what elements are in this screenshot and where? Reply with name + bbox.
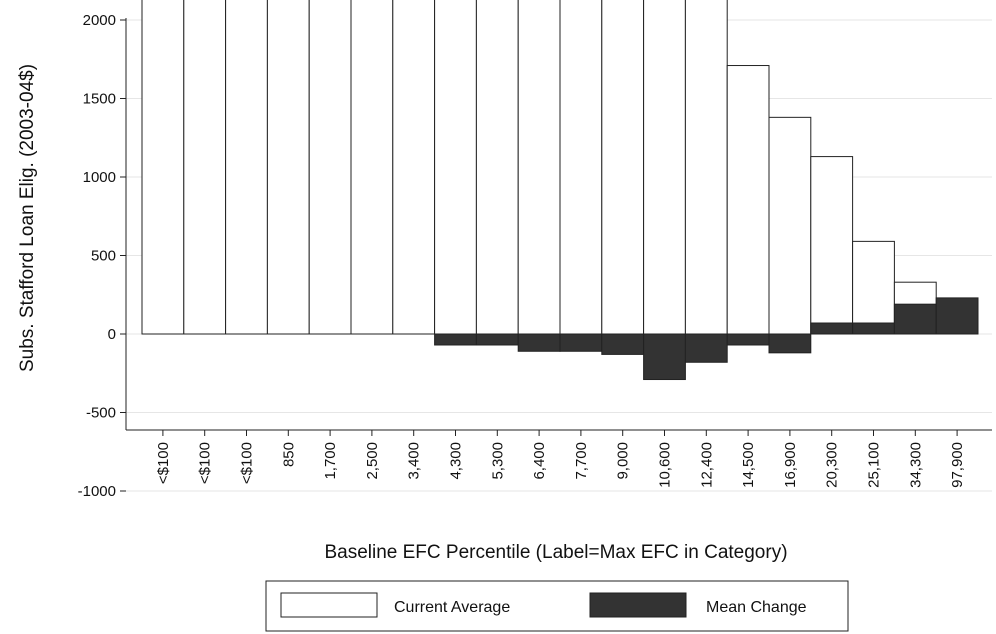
- x-tick-label: <$100: [197, 442, 214, 484]
- mean-change-bars: [142, 297, 979, 381]
- y-tick-label: -500: [86, 405, 116, 422]
- current-average-bar: [852, 240, 895, 335]
- current-average-bar: [475, 0, 519, 335]
- current-average-bars: [141, 0, 937, 335]
- legend-label-current-average: Current Average: [394, 599, 510, 616]
- mean-change-bar: [768, 333, 812, 354]
- current-average-bar: [308, 0, 352, 335]
- current-average-bar: [559, 0, 603, 335]
- legend-swatch-current-average: [280, 592, 378, 618]
- legend-label-mean-change: Mean Change: [706, 599, 807, 616]
- legend: Current Average Mean Change: [265, 580, 849, 632]
- x-tick-label: 25,100: [866, 442, 883, 488]
- mean-change-bar: [434, 333, 477, 346]
- mean-change-bar: [935, 297, 979, 335]
- mean-change-bar: [810, 322, 854, 335]
- current-average-bar: [810, 156, 854, 335]
- x-tick-label: 14,500: [740, 442, 757, 488]
- x-tick-label: 12,400: [698, 442, 715, 488]
- mean-change-bar: [643, 333, 686, 381]
- x-tick-label: 9,000: [615, 442, 632, 480]
- current-average-bar: [350, 0, 394, 335]
- y-tick-label: -1000: [78, 483, 116, 500]
- x-tick-label: 97,900: [949, 442, 966, 488]
- y-axis-title: Subs. Stafford Loan Elig. (2003-04$): [17, 64, 38, 372]
- mean-change-bar: [893, 303, 937, 335]
- x-axis-title: Baseline EFC Percentile (Label=Max EFC i…: [324, 542, 787, 563]
- mean-change-bar: [852, 322, 895, 335]
- y-tick-label: 1000: [83, 169, 116, 186]
- mean-change-bar: [726, 333, 770, 346]
- mean-change-bar: [475, 333, 519, 346]
- current-average-bar: [601, 0, 645, 335]
- x-tick-label: <$100: [239, 442, 256, 484]
- current-average-bar: [726, 65, 770, 335]
- current-average-bar: [392, 0, 436, 335]
- x-tick-label: 6,400: [531, 442, 548, 480]
- current-average-bar: [266, 0, 310, 335]
- x-axis: <$100 <$100 <$100 850 1,700 2,500 3,400 4,300 5,…: [126, 429, 992, 488]
- mean-change-bar: [559, 333, 603, 352]
- current-average-bar: [183, 0, 227, 335]
- current-average-bar: [434, 0, 477, 335]
- x-tick-label: 3,400: [406, 442, 423, 480]
- mean-change-bar: [684, 333, 728, 363]
- current-average-bar: [684, 0, 728, 335]
- current-average-bar: [225, 0, 268, 335]
- x-tick-label: 5,300: [489, 442, 506, 480]
- x-tick-label: <$100: [155, 442, 172, 484]
- y-tick-label: 2000: [83, 12, 116, 29]
- x-tick-label: 1,700: [322, 442, 339, 480]
- y-tick-label: 500: [91, 248, 116, 265]
- x-tick-label: 850: [280, 442, 297, 467]
- current-average-bar: [643, 0, 686, 335]
- x-tick-label: 2,500: [364, 442, 381, 480]
- y-tick-label: 1500: [83, 91, 116, 108]
- x-tick-label: 4,300: [448, 442, 465, 480]
- x-tick-label: 10,600: [657, 442, 674, 488]
- mean-change-bar: [517, 333, 561, 352]
- x-tick-label: 34,300: [907, 442, 924, 488]
- x-tick-label: 16,900: [782, 442, 799, 488]
- y-tick-label: 0: [108, 326, 116, 343]
- current-average-bar: [141, 0, 185, 335]
- legend-swatch-mean-change: [589, 592, 687, 618]
- x-tick-label: 7,700: [573, 442, 590, 480]
- current-average-bar: [768, 116, 812, 335]
- current-average-bar: [517, 0, 561, 335]
- x-tick-label: 20,300: [824, 442, 841, 488]
- y-axis: 40003500300025002000150010005000-500-100…: [78, 12, 127, 500]
- mean-change-bar: [601, 333, 645, 355]
